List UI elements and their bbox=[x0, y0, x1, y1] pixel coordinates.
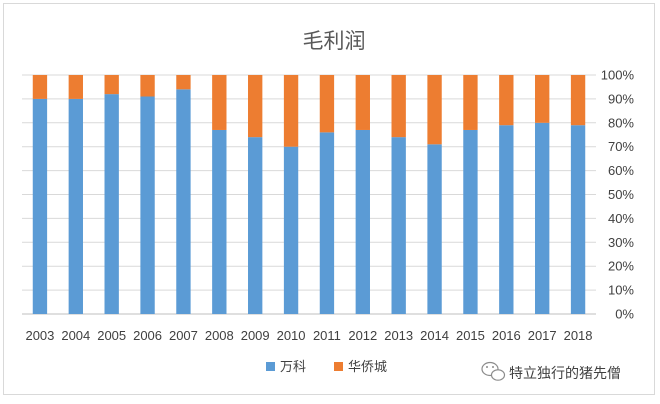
chart-frame: 毛利润 0% 10% 20% 30% 40% 50% 60% 70% 80% 90% 100% 20… bbox=[3, 3, 655, 395]
x-tick-label: 2012 bbox=[348, 328, 377, 343]
bar-oct-2011 bbox=[319, 75, 335, 133]
x-tick-label: 2013 bbox=[384, 328, 413, 343]
bar-oct-2004 bbox=[68, 75, 83, 99]
y-tick-label: 80% bbox=[608, 115, 634, 130]
x-tick-label: 2015 bbox=[456, 328, 485, 343]
bar-oct-2010 bbox=[283, 75, 299, 147]
y-tick-label: 100% bbox=[601, 68, 635, 83]
x-tick-label: 2018 bbox=[564, 328, 593, 343]
x-axis-tick-labels: 2003 2004 2005 2006 2007 2008 2009 2010 2011 2012… bbox=[25, 328, 592, 343]
y-tick-label: 0% bbox=[615, 307, 634, 322]
legend: 万科 华侨城 bbox=[266, 360, 387, 375]
y-tick-label: 30% bbox=[608, 235, 634, 250]
bar-oct-2015 bbox=[463, 75, 478, 130]
x-tick-label: 2016 bbox=[492, 328, 521, 343]
x-tick-label: 2003 bbox=[25, 328, 54, 343]
x-tick-label: 2008 bbox=[205, 328, 234, 343]
bar-oct-2016 bbox=[499, 75, 514, 126]
x-tick-label: 2004 bbox=[61, 328, 90, 343]
bar-vanke-2012 bbox=[355, 129, 370, 314]
x-tick-label: 2009 bbox=[241, 328, 270, 343]
x-tick-label: 2014 bbox=[420, 328, 449, 343]
bar-oct-2006 bbox=[140, 75, 155, 97]
bar-oct-2008 bbox=[212, 75, 227, 130]
x-tick-label: 2005 bbox=[97, 328, 126, 343]
bar-oct-2003 bbox=[32, 75, 48, 99]
x-tick-label: 2006 bbox=[133, 328, 162, 343]
bar-vanke-2011 bbox=[319, 132, 335, 314]
bar-series bbox=[32, 75, 586, 315]
y-tick-label: 20% bbox=[608, 259, 634, 274]
bar-oct-2014 bbox=[427, 75, 442, 145]
bar-vanke-2014 bbox=[427, 144, 442, 314]
bar-oct-2005 bbox=[104, 75, 119, 95]
x-tick-label: 2010 bbox=[277, 328, 306, 343]
bar-vanke-2017 bbox=[535, 122, 550, 314]
legend-swatch-oct bbox=[334, 362, 343, 371]
legend-swatch-vanke bbox=[266, 362, 275, 371]
bar-vanke-2015 bbox=[463, 129, 478, 314]
bar-vanke-2010 bbox=[283, 146, 299, 314]
y-tick-label: 70% bbox=[608, 139, 634, 154]
bar-vanke-2008 bbox=[212, 129, 227, 314]
y-tick-label: 90% bbox=[608, 91, 634, 106]
bar-vanke-2006 bbox=[140, 96, 155, 314]
legend-label-vanke: 万科 bbox=[280, 360, 306, 375]
bar-oct-2009 bbox=[248, 75, 263, 138]
x-tick-label: 2011 bbox=[313, 328, 341, 343]
y-tick-label: 10% bbox=[608, 283, 634, 298]
y-tick-label: 60% bbox=[608, 163, 634, 178]
legend-label-oct: 华侨城 bbox=[348, 360, 387, 375]
bar-oct-2007 bbox=[176, 75, 191, 90]
bar-vanke-2009 bbox=[248, 137, 263, 314]
x-tick-label: 2017 bbox=[528, 328, 557, 343]
y-tick-label: 50% bbox=[608, 187, 634, 202]
y-axis-tick-labels: 0% 10% 20% 30% 40% 50% 60% 70% 80% 90% 100% bbox=[601, 68, 635, 322]
bar-vanke-2018 bbox=[570, 125, 586, 314]
bar-vanke-2013 bbox=[391, 137, 406, 314]
bar-oct-2018 bbox=[570, 75, 586, 126]
y-tick-label: 40% bbox=[608, 211, 634, 226]
chart-title: 毛利润 bbox=[303, 29, 366, 53]
bar-vanke-2004 bbox=[68, 98, 83, 315]
bar-vanke-2016 bbox=[499, 125, 514, 314]
bar-oct-2012 bbox=[355, 75, 370, 130]
wechat-icon bbox=[481, 361, 506, 381]
bar-oct-2013 bbox=[391, 75, 406, 138]
watermark: 特立独行的猪先僧 bbox=[481, 361, 621, 382]
x-tick-label: 2007 bbox=[169, 328, 198, 343]
watermark-text: 特立独行的猪先僧 bbox=[509, 366, 621, 382]
chart-canvas: 毛利润 0% 10% 20% 30% 40% 50% 60% 70% 80% 90% 100% 20… bbox=[22, 29, 635, 382]
bar-vanke-2005 bbox=[104, 94, 119, 315]
bar-vanke-2007 bbox=[176, 89, 191, 314]
bar-oct-2017 bbox=[535, 75, 550, 123]
bar-vanke-2003 bbox=[32, 98, 48, 315]
